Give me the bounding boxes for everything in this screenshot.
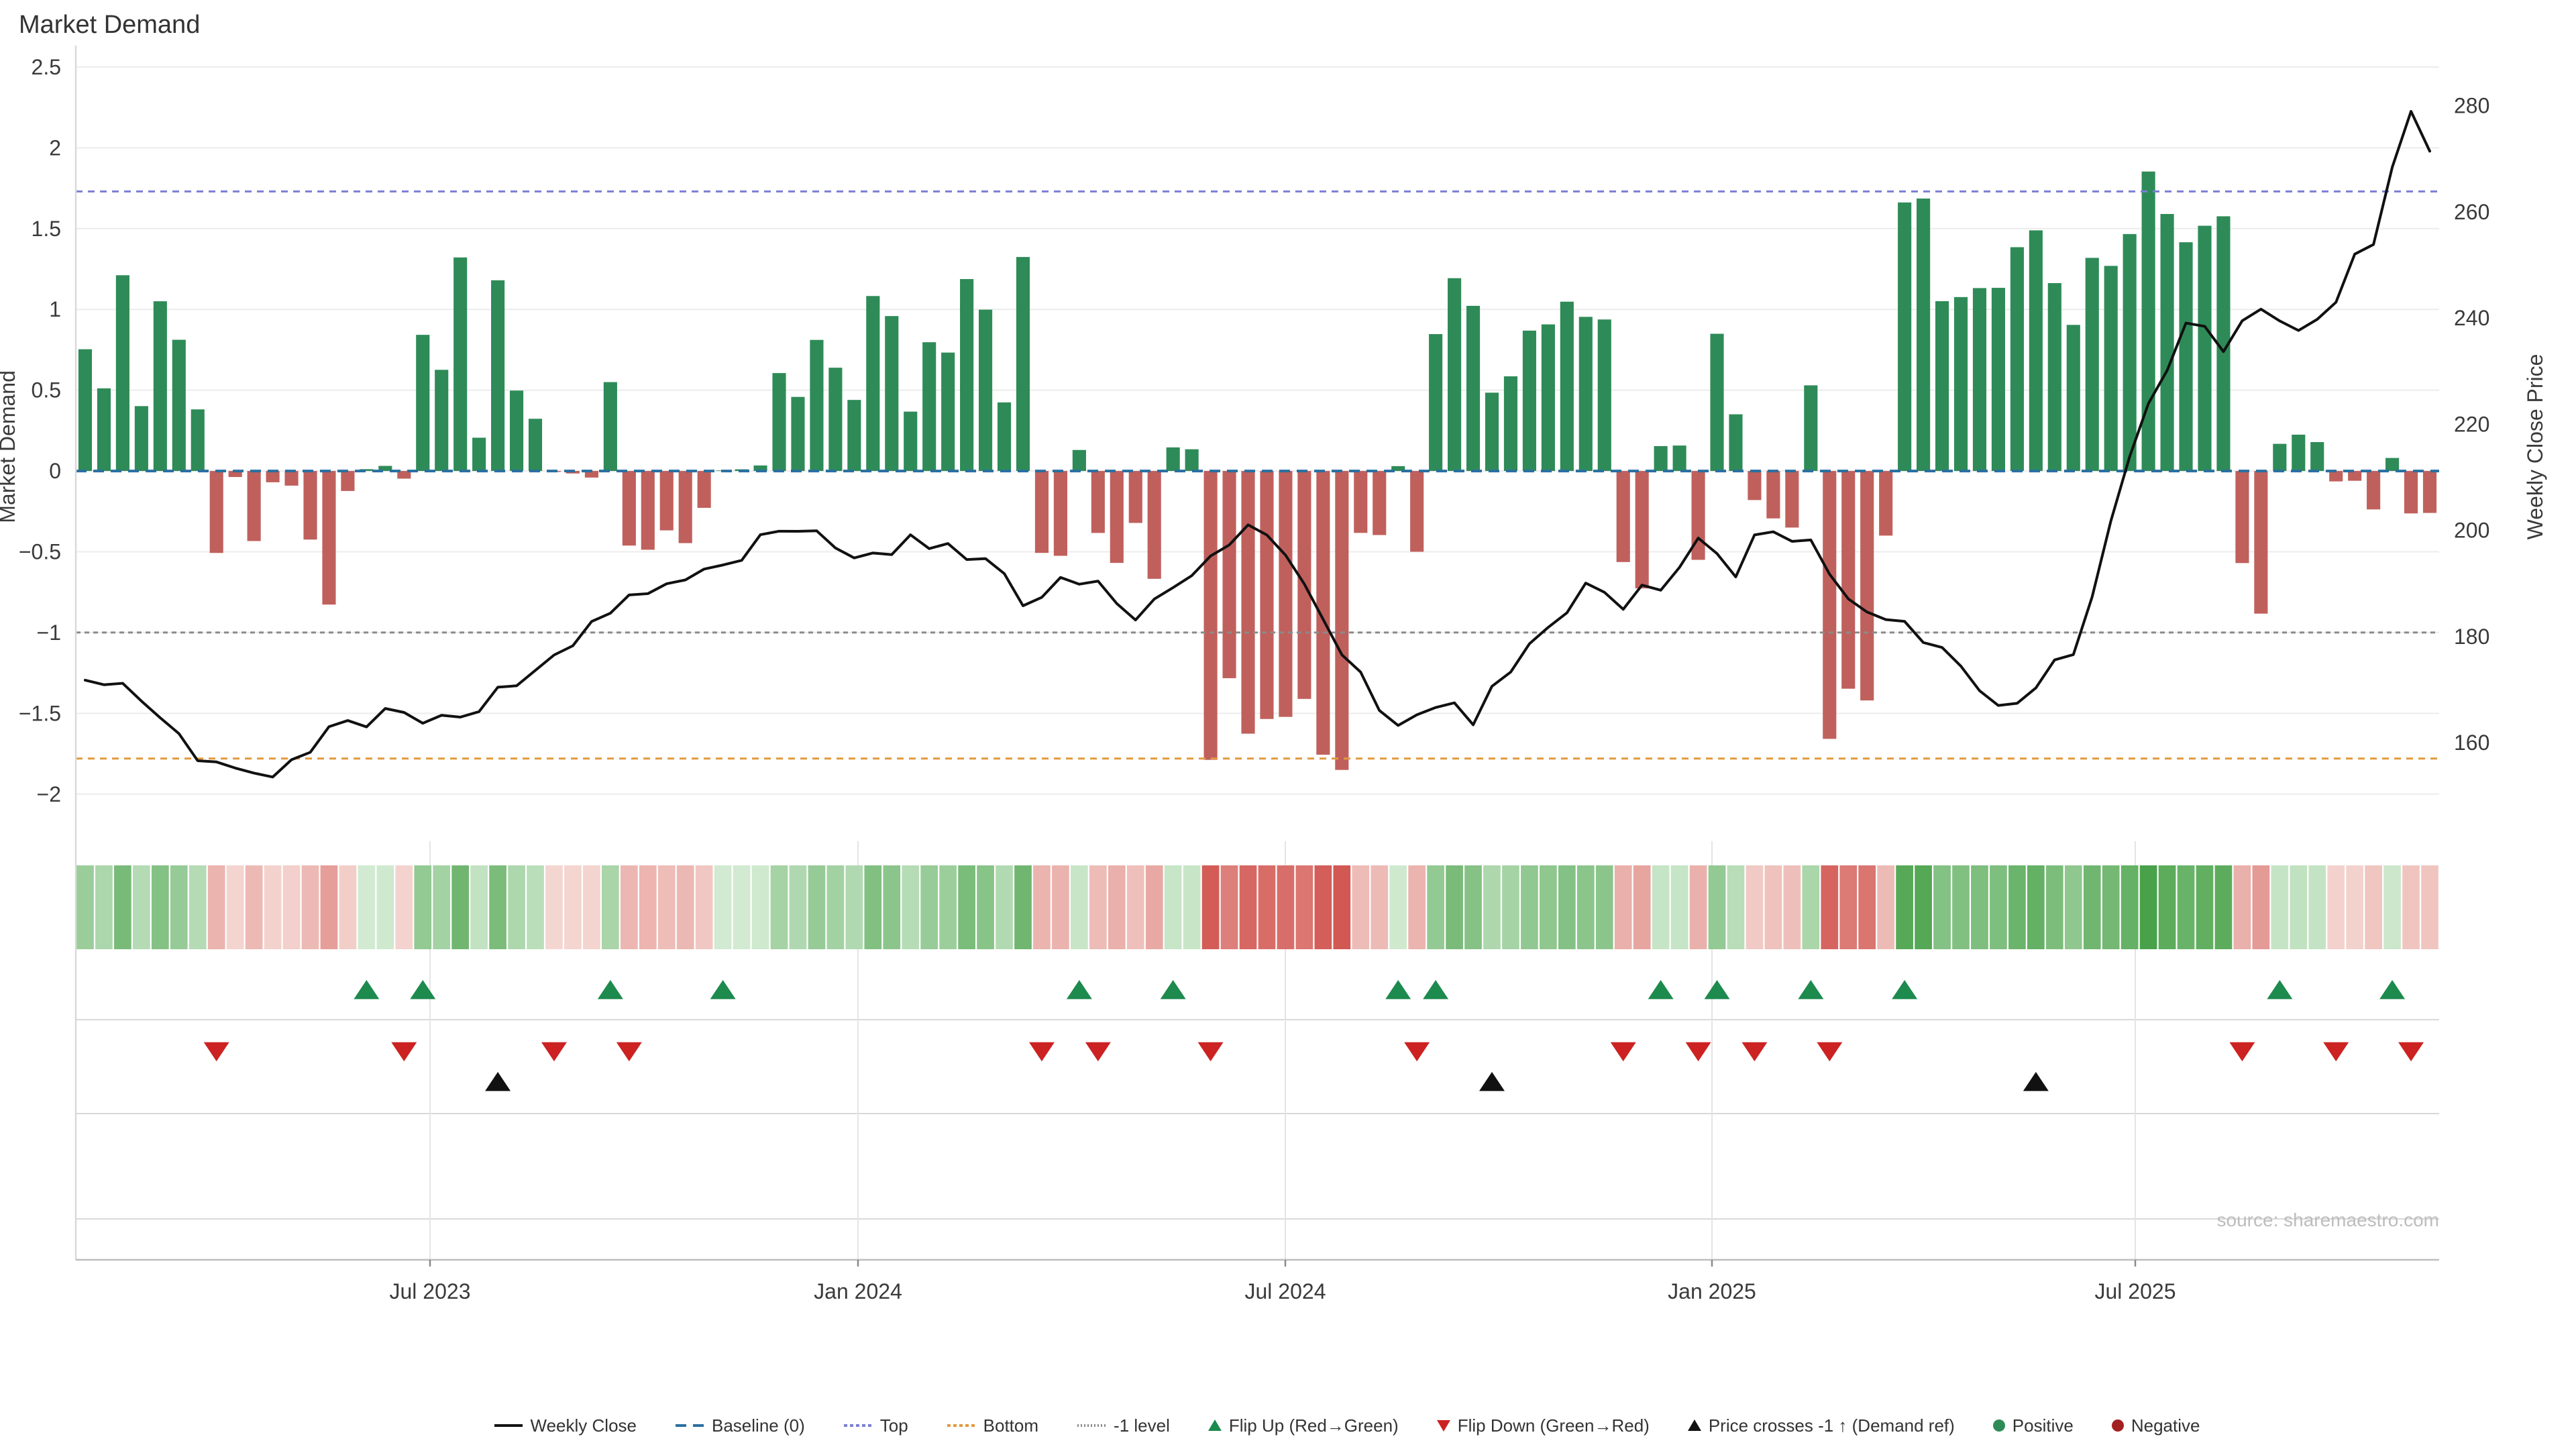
svg-text:1: 1	[49, 297, 61, 321]
svg-text:Weekly Close Price: Weekly Close Price	[2523, 354, 2547, 540]
svg-text:−2: −2	[37, 782, 61, 806]
svg-text:−1.5: −1.5	[19, 701, 61, 725]
svg-text:Jan 2024: Jan 2024	[814, 1279, 902, 1303]
svg-text:0: 0	[49, 459, 61, 483]
svg-text:1.5: 1.5	[32, 217, 61, 241]
svg-text:source: sharemaestro.com: source: sharemaestro.com	[2217, 1210, 2439, 1230]
svg-text:240: 240	[2454, 306, 2489, 330]
svg-text:160: 160	[2454, 731, 2489, 755]
svg-text:220: 220	[2454, 412, 2489, 436]
svg-text:260: 260	[2454, 200, 2489, 224]
svg-text:2.5: 2.5	[32, 55, 61, 79]
svg-text:200: 200	[2454, 519, 2489, 543]
svg-text:Jul 2025: Jul 2025	[2095, 1279, 2176, 1303]
svg-text:−1: −1	[37, 621, 61, 645]
svg-text:Jul 2024: Jul 2024	[1245, 1279, 1326, 1303]
svg-text:280: 280	[2454, 94, 2489, 118]
svg-text:2: 2	[49, 136, 61, 160]
svg-text:180: 180	[2454, 625, 2489, 649]
svg-text:Jan 2025: Jan 2025	[1668, 1279, 1756, 1303]
svg-text:0.5: 0.5	[32, 378, 61, 402]
svg-text:Jul 2023: Jul 2023	[390, 1279, 471, 1303]
svg-text:Market Demand: Market Demand	[0, 370, 19, 523]
svg-text:−0.5: −0.5	[19, 540, 61, 564]
